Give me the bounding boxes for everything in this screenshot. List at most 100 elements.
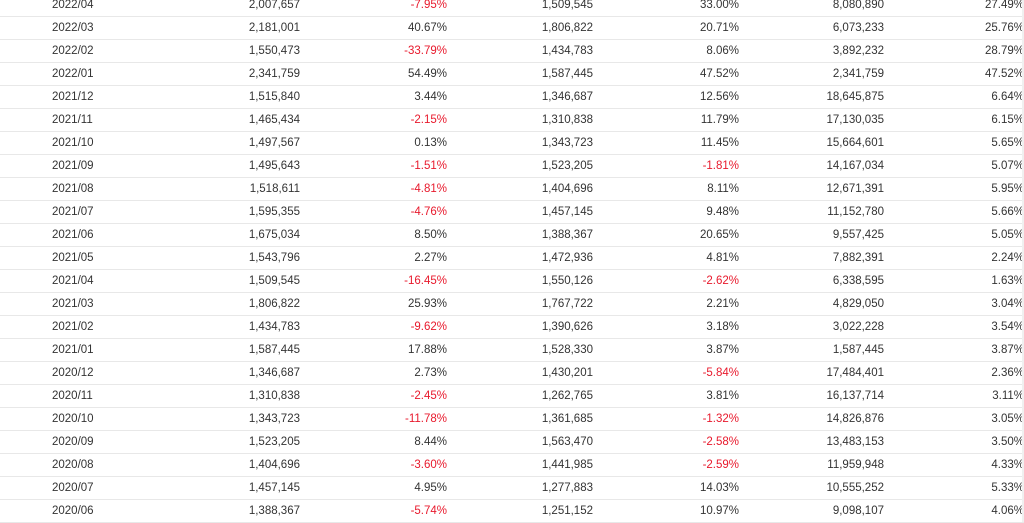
change-1-cell: 2.73% xyxy=(300,361,447,385)
change-1-cell: -4.81% xyxy=(300,177,447,201)
change-2-cell: -2.59% xyxy=(593,453,739,477)
value-2-cell: 1,528,330 xyxy=(447,338,593,362)
change-1-cell: -16.45% xyxy=(300,269,447,293)
change-3-cell: 5.07% xyxy=(884,154,1024,178)
period-cell: 2021/07 xyxy=(0,200,150,224)
change-2-cell: 10.97% xyxy=(593,499,739,523)
value-3-cell: 13,483,153 xyxy=(739,430,884,454)
value-3-cell: 3,892,232 xyxy=(739,39,884,63)
value-3-cell: 17,130,035 xyxy=(739,108,884,132)
table-row: 2020/08 1,404,696 -3.60% 1,441,985 -2.59% 11,… xyxy=(0,453,1024,477)
value-3-cell: 15,664,601 xyxy=(739,131,884,155)
change-2-cell: 12.56% xyxy=(593,85,739,109)
value-1-cell: 1,404,696 xyxy=(150,453,300,477)
change-2-cell: 9.48% xyxy=(593,200,739,224)
value-1-cell: 1,543,796 xyxy=(150,246,300,270)
table-row: 2021/04 1,509,545 -16.45% 1,550,126 -2.62% 6,… xyxy=(0,269,1024,293)
change-3-cell: 6.15% xyxy=(884,108,1024,132)
change-3-cell: 3.54% xyxy=(884,315,1024,339)
table-row: 2020/11 1,310,838 -2.45% 1,262,765 3.81% 16,1… xyxy=(0,384,1024,408)
table-row: 2020/10 1,343,723 -11.78% 1,361,685 -1.32% 14… xyxy=(0,407,1024,431)
value-3-cell: 8,080,890 xyxy=(739,0,884,17)
change-3-cell: 3.05% xyxy=(884,407,1024,431)
table-row: 2021/05 1,543,796 2.27% 1,472,936 4.81% 7,882… xyxy=(0,246,1024,270)
change-1-cell: -4.76% xyxy=(300,200,447,224)
table-row: 2021/11 1,465,434 -2.15% 1,310,838 11.79% 17,… xyxy=(0,108,1024,132)
period-cell: 2020/06 xyxy=(0,499,150,523)
value-3-cell: 16,137,714 xyxy=(739,384,884,408)
value-3-cell: 7,882,391 xyxy=(739,246,884,270)
table-row: 2022/02 1,550,473 -33.79% 1,434,783 8.06% 3,8… xyxy=(0,39,1024,63)
change-3-cell: 6.64% xyxy=(884,85,1024,109)
value-2-cell: 1,404,696 xyxy=(447,177,593,201)
period-cell: 2020/12 xyxy=(0,361,150,385)
table-row: 2020/06 1,388,367 -5.74% 1,251,152 10.97% 9,0… xyxy=(0,499,1024,523)
period-cell: 2021/05 xyxy=(0,246,150,270)
value-3-cell: 12,671,391 xyxy=(739,177,884,201)
value-1-cell: 1,343,723 xyxy=(150,407,300,431)
value-3-cell: 10,555,252 xyxy=(739,476,884,500)
change-2-cell: 20.65% xyxy=(593,223,739,247)
value-1-cell: 1,550,473 xyxy=(150,39,300,63)
table-row: 2020/09 1,523,205 8.44% 1,563,470 -2.58% 13,4… xyxy=(0,430,1024,454)
value-1-cell: 2,181,001 xyxy=(150,16,300,40)
table-row: 2021/02 1,434,783 -9.62% 1,390,626 3.18% 3,02… xyxy=(0,315,1024,339)
change-1-cell: 8.50% xyxy=(300,223,447,247)
change-2-cell: 47.52% xyxy=(593,62,739,86)
change-1-cell: 25.93% xyxy=(300,292,447,316)
change-1-cell: -9.62% xyxy=(300,315,447,339)
value-2-cell: 1,806,822 xyxy=(447,16,593,40)
change-1-cell: -5.74% xyxy=(300,499,447,523)
change-2-cell: 8.06% xyxy=(593,39,739,63)
period-cell: 2021/06 xyxy=(0,223,150,247)
value-3-cell: 6,073,233 xyxy=(739,16,884,40)
change-3-cell: 3.87% xyxy=(884,338,1024,362)
value-2-cell: 1,262,765 xyxy=(447,384,593,408)
value-2-cell: 1,434,783 xyxy=(447,39,593,63)
period-cell: 2020/11 xyxy=(0,384,150,408)
change-2-cell: -2.58% xyxy=(593,430,739,454)
change-3-cell: 25.76% xyxy=(884,16,1024,40)
value-1-cell: 1,509,545 xyxy=(150,269,300,293)
change-1-cell: 0.13% xyxy=(300,131,447,155)
value-1-cell: 1,515,840 xyxy=(150,85,300,109)
value-2-cell: 1,587,445 xyxy=(447,62,593,86)
value-1-cell: 1,523,205 xyxy=(150,430,300,454)
change-2-cell: -1.81% xyxy=(593,154,739,178)
change-2-cell: -1.32% xyxy=(593,407,739,431)
value-3-cell: 1,587,445 xyxy=(739,338,884,362)
period-cell: 2021/04 xyxy=(0,269,150,293)
value-1-cell: 1,388,367 xyxy=(150,499,300,523)
value-1-cell: 1,497,567 xyxy=(150,131,300,155)
value-3-cell: 18,645,875 xyxy=(739,85,884,109)
value-1-cell: 1,465,434 xyxy=(150,108,300,132)
value-2-cell: 1,441,985 xyxy=(447,453,593,477)
value-1-cell: 2,007,657 xyxy=(150,0,300,17)
change-2-cell: 2.21% xyxy=(593,292,739,316)
value-3-cell: 11,959,948 xyxy=(739,453,884,477)
table-row: 2020/07 1,457,145 4.95% 1,277,883 14.03% 10,5… xyxy=(0,476,1024,500)
change-1-cell: 40.67% xyxy=(300,16,447,40)
value-1-cell: 1,346,687 xyxy=(150,361,300,385)
period-cell: 2021/11 xyxy=(0,108,150,132)
period-cell: 2021/09 xyxy=(0,154,150,178)
change-2-cell: 3.87% xyxy=(593,338,739,362)
value-3-cell: 4,829,050 xyxy=(739,292,884,316)
value-3-cell: 11,152,780 xyxy=(739,200,884,224)
table-row: 2021/06 1,675,034 8.50% 1,388,367 20.65% 9,55… xyxy=(0,223,1024,247)
value-2-cell: 1,457,145 xyxy=(447,200,593,224)
change-2-cell: 33.00% xyxy=(593,0,739,17)
value-2-cell: 1,343,723 xyxy=(447,131,593,155)
value-2-cell: 1,472,936 xyxy=(447,246,593,270)
table-row: 2021/10 1,497,567 0.13% 1,343,723 11.45% 15,6… xyxy=(0,131,1024,155)
period-cell: 2020/09 xyxy=(0,430,150,454)
value-1-cell: 2,341,759 xyxy=(150,62,300,86)
change-3-cell: 2.36% xyxy=(884,361,1024,385)
scrollbar-track[interactable] xyxy=(1022,0,1024,522)
change-2-cell: 20.71% xyxy=(593,16,739,40)
change-2-cell: 14.03% xyxy=(593,476,739,500)
change-3-cell: 28.79% xyxy=(884,39,1024,63)
value-2-cell: 1,509,545 xyxy=(447,0,593,17)
period-cell: 2021/03 xyxy=(0,292,150,316)
change-3-cell: 4.06% xyxy=(884,499,1024,523)
